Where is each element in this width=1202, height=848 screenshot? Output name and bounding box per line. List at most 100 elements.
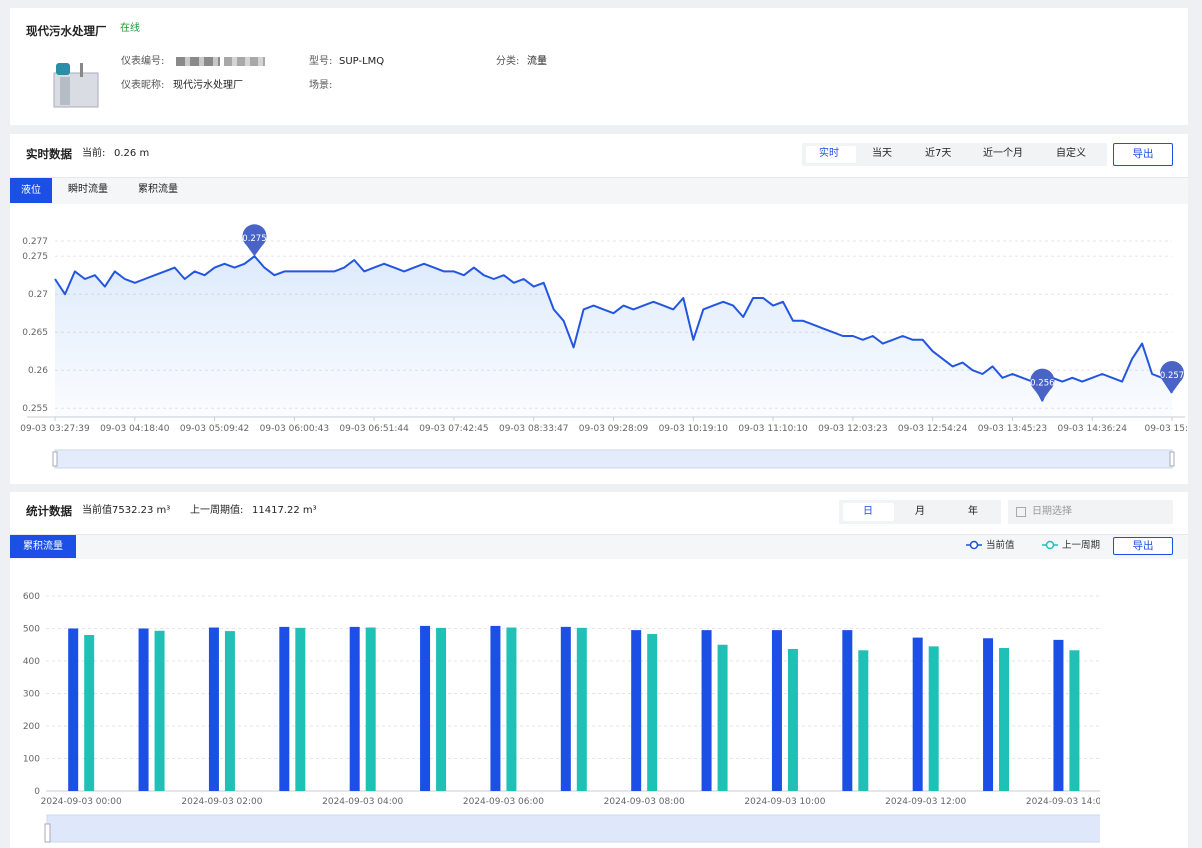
bar	[436, 628, 446, 791]
bar	[913, 638, 923, 791]
period-tab[interactable]: 日	[863, 505, 873, 519]
y-tick-label: 0.275	[22, 252, 48, 262]
y-tick-label: 100	[23, 755, 40, 765]
y-tick-label: 0.265	[22, 328, 48, 338]
blurred-value	[176, 57, 220, 66]
y-tick-label: 0.27	[28, 290, 48, 300]
device-image	[50, 55, 102, 109]
bar	[702, 630, 712, 791]
bar-chart: 01002003004005006002024-09-03 00:002024-…	[10, 536, 1100, 848]
x-tick-label: 09-03 10:19:10	[659, 424, 729, 434]
range-tab[interactable]: 近7天	[925, 147, 951, 161]
area	[55, 256, 1172, 417]
y-tick-label: 200	[23, 722, 40, 732]
bar	[983, 638, 993, 791]
bar	[84, 635, 94, 791]
device-part	[60, 77, 70, 105]
x-tick-label: 2024-09-03 12:00	[885, 797, 966, 807]
y-tick-label: 500	[23, 625, 40, 635]
tab[interactable]: 累积流量	[138, 183, 178, 197]
bar	[561, 627, 571, 791]
mark-label: 0.256	[1030, 379, 1054, 389]
bar	[842, 630, 852, 791]
bar	[279, 627, 289, 791]
y-tick-label: 0.26	[28, 366, 48, 376]
x-tick-label: 2024-09-03 04:00	[322, 797, 403, 807]
bar	[788, 649, 798, 791]
x-tick-label: 09-03 04:18:40	[100, 424, 170, 434]
x-tick-label: 09-03 06:51:44	[339, 424, 409, 434]
section-title: 实时数据	[26, 147, 72, 161]
y-tick-label: 600	[23, 592, 40, 602]
x-tick-label: 09-03 12:03:23	[818, 424, 887, 434]
tab[interactable]: 液位	[10, 178, 52, 203]
x-tick-label: 09-03 09:28:09	[579, 424, 649, 434]
y-tick-label: 0.255	[22, 404, 48, 414]
field-label: 分类:	[496, 55, 519, 69]
y-tick-label: 0	[34, 787, 40, 797]
range-tab[interactable]: 实时	[819, 147, 839, 161]
plot: 01002003004005006002024-09-03 00:002024-…	[23, 539, 1100, 842]
x-tick-label: 09-03 06:00:43	[260, 424, 329, 434]
current-label: 当前:	[82, 147, 105, 161]
tab-row	[10, 177, 1188, 204]
zoom-slider	[55, 450, 1172, 468]
device-title: 现代污水处理厂	[26, 24, 107, 38]
zoom-handle	[1170, 452, 1174, 466]
legend-label: 上一周期值	[1062, 539, 1100, 551]
current-total: 当前值7532.23 m³	[82, 504, 170, 518]
bar	[772, 630, 782, 791]
x-tick-label: 09-03 13:45:23	[978, 424, 1047, 434]
bar	[631, 630, 641, 791]
date-placeholder: 日期选择	[1032, 505, 1072, 519]
section-title: 统计数据	[26, 504, 72, 518]
mark-label: 0.257	[1160, 371, 1184, 381]
x-tick-label: 09-03 11:10:10	[738, 424, 808, 434]
export-button[interactable]: 导出	[1113, 537, 1173, 555]
x-tick-label: 2024-09-03 02:00	[181, 797, 262, 807]
bar	[718, 645, 728, 791]
current-value: 0.26 m	[114, 147, 149, 161]
period-tab[interactable]: 月	[915, 505, 925, 519]
calendar-icon	[1016, 507, 1026, 517]
line-chart: 0.2550.260.2650.270.2750.27709-03 03:27:…	[10, 204, 1188, 482]
x-tick-label: 2024-09-03 08:00	[604, 797, 685, 807]
range-tab[interactable]: 当天	[872, 147, 892, 161]
status: 在线	[120, 22, 140, 36]
mark-label: 0.275	[242, 234, 266, 244]
export-button[interactable]: 导出	[1113, 143, 1173, 166]
y-tick-label: 300	[23, 690, 40, 700]
bar	[858, 650, 868, 791]
field-label: 仪表编号:	[121, 55, 164, 69]
x-tick-label: 09-03 14:36:24	[1057, 424, 1127, 434]
x-tick-label: 09-03 12:54:24	[898, 424, 968, 434]
bar	[209, 628, 219, 791]
field-value: SUP-LMQ	[339, 55, 384, 69]
bar	[1069, 650, 1079, 791]
field-value: 流量	[527, 55, 547, 69]
bar	[350, 627, 360, 791]
zoom-slider	[47, 815, 1100, 842]
x-tick-label: 09-03 03:27:39	[20, 424, 90, 434]
tab[interactable]: 瞬时流量	[68, 183, 108, 197]
legend-label: 当前值	[986, 539, 1015, 551]
previous-value: 11417.22 m³	[252, 504, 317, 518]
device-head	[56, 63, 70, 75]
range-tab[interactable]: 自定义	[1056, 147, 1086, 161]
bar	[295, 628, 305, 791]
x-tick-label: 2024-09-03 00:00	[41, 797, 122, 807]
bar	[577, 628, 587, 791]
x-tick-label: 09-03 05:09:42	[180, 424, 249, 434]
zoom-handle	[45, 824, 50, 842]
device-pole	[80, 63, 83, 77]
bar	[999, 648, 1009, 791]
previous-label: 上一周期值:	[190, 504, 243, 518]
field-label: 场景:	[309, 79, 332, 93]
field-value: 现代污水处理厂	[173, 79, 243, 93]
plot: 0.2550.260.2650.270.2750.27709-03 03:27:…	[20, 224, 1188, 468]
bar	[225, 631, 235, 791]
period-tab[interactable]: 年	[968, 505, 978, 519]
x-tick-label: 09-03 15:27	[1145, 424, 1188, 434]
range-tab[interactable]: 近一个月	[983, 147, 1023, 161]
